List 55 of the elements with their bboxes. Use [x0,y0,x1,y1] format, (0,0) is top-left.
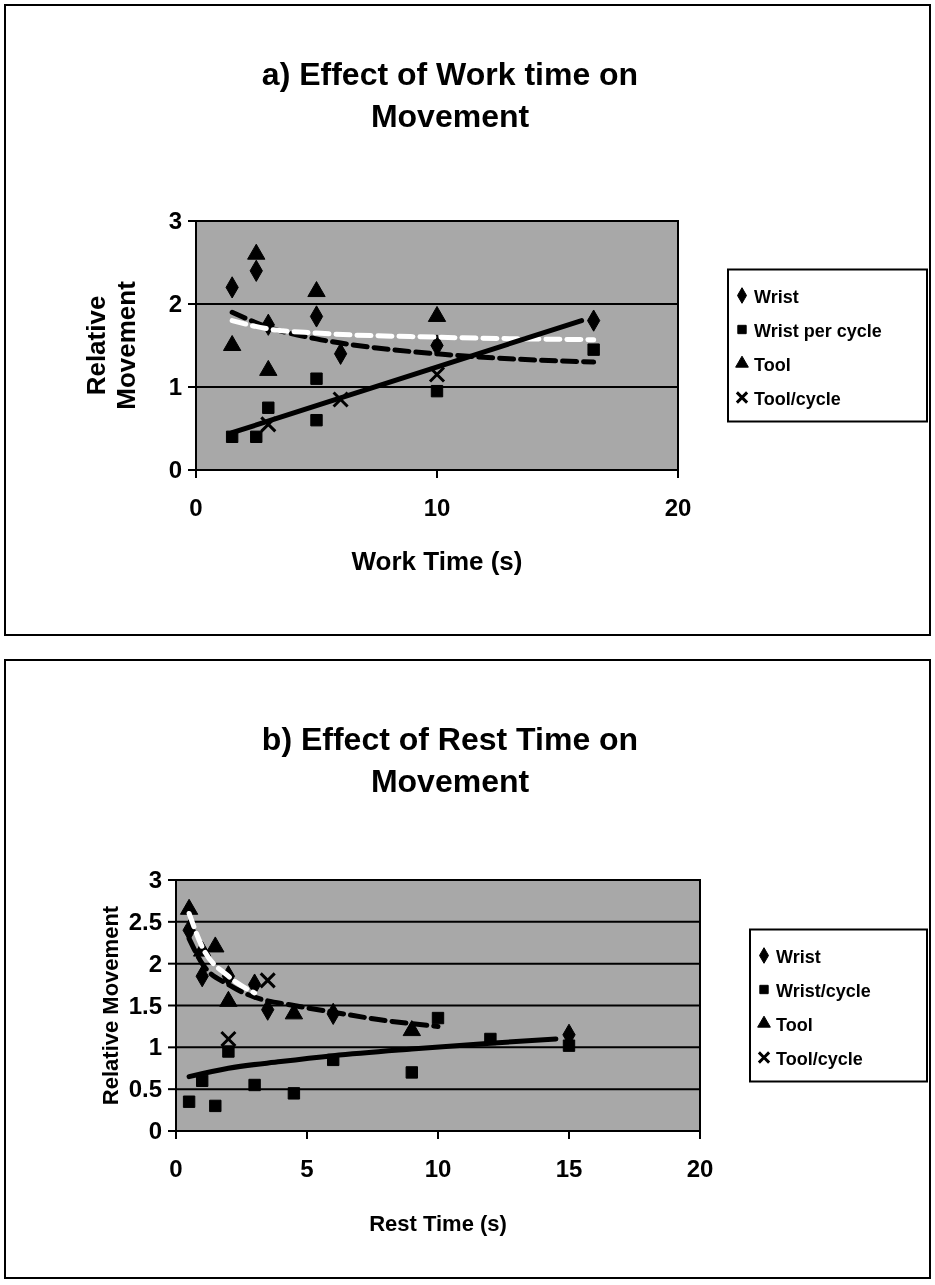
legend-label: Tool/cycle [754,388,841,409]
y-tick-label: 1 [148,1033,162,1061]
y-tick-label: 0 [168,456,182,483]
point [262,401,275,414]
y-tick-label: 2.5 [128,907,162,935]
point [196,1074,209,1087]
point [430,384,444,398]
y-axis-title: Relative Movement [81,280,141,410]
y-tick-label: 3 [168,207,182,234]
legend-label: Tool/cycle [776,1048,863,1069]
y-tick-label: 2 [148,949,162,977]
y-tick-label: 2 [168,290,182,317]
x-axis-title: Work Time (s) [351,546,523,576]
legend-label: Wrist [754,286,799,307]
point [310,414,323,427]
point [182,1095,196,1108]
chart-title: a) Effect of Work time on Movement [261,56,639,134]
point [250,430,263,443]
x-tick-label: 20 [664,494,692,521]
point [248,1078,261,1092]
point [402,1020,421,1037]
y-tick-label: 0 [148,1117,162,1144]
point [332,390,350,408]
legend-label: Wrist/cycle [776,980,871,1001]
point [562,1039,576,1052]
point [259,415,277,433]
y-tick-label: 0.5 [128,1075,162,1103]
legend-label: Wrist per cycle [754,320,882,341]
x-tick-label: 0 [189,494,203,521]
y-tick-label: 1.5 [128,991,162,1019]
legend-label: Tool [754,354,791,375]
point [431,1011,445,1025]
point [209,1099,222,1113]
x-tick-label: 5 [300,1155,314,1182]
legend-label: Wrist [776,946,821,967]
point [405,1066,418,1079]
y-axis-title: Relative Movement [98,905,123,1106]
point [287,1087,301,1100]
y-tick-label: 3 [148,866,162,893]
x-tick-label: 15 [555,1155,583,1182]
point [222,1045,235,1058]
point [428,366,446,384]
point [206,936,225,953]
point [307,281,326,298]
x-tick-label: 10 [423,494,451,521]
point [587,343,600,356]
x-tick-label: 10 [424,1155,452,1182]
point [259,971,277,989]
x-axis-title: Rest Time (s) [369,1211,507,1236]
y-tick-label: 1 [168,373,182,400]
chart-title: b) Effect of Rest Time on Movement [261,721,639,799]
x-tick-label: 20 [686,1155,714,1182]
legend-label: Tool [776,1014,813,1035]
point [219,1030,237,1048]
point [310,372,323,385]
